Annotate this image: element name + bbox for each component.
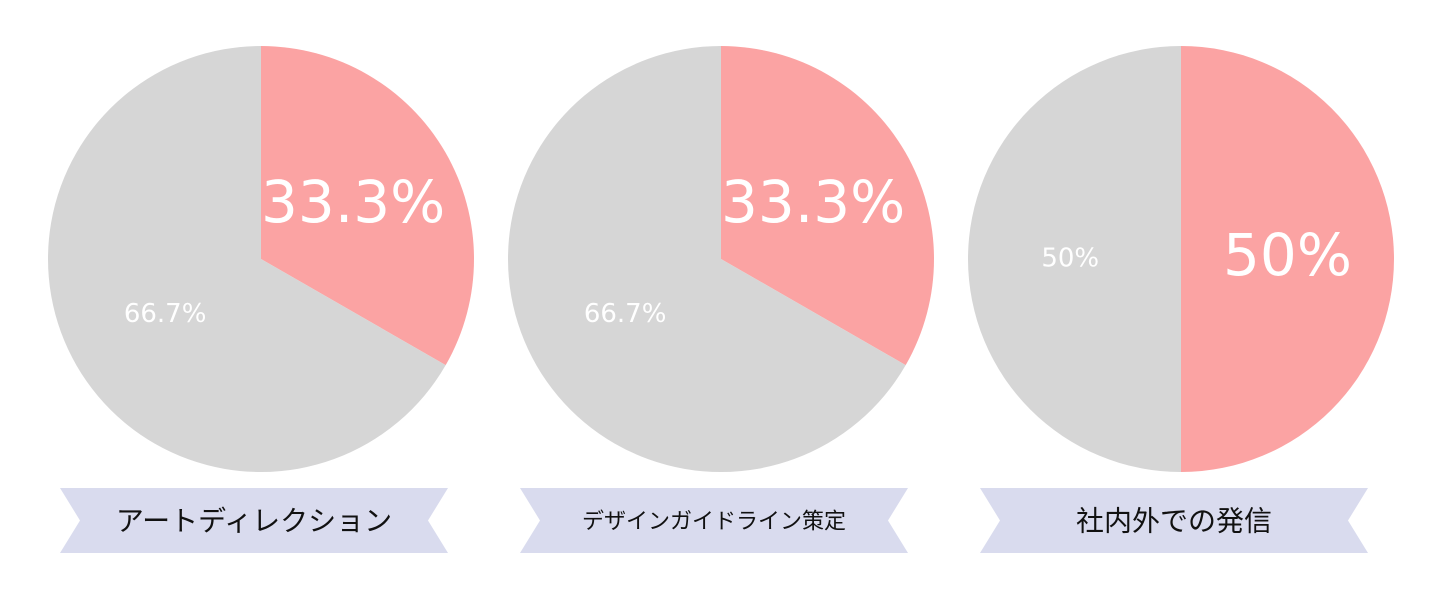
pie-slice [261, 46, 475, 366]
slice-label: 66.7% [124, 299, 207, 329]
pie-slice [721, 46, 934, 366]
slice-label: 33.3% [261, 168, 445, 236]
ribbon [60, 488, 448, 553]
pie-slice [48, 45, 446, 473]
chart-title: アートディレクション [116, 505, 392, 538]
chart-title: デザインガイドライン策定 [582, 510, 846, 535]
chart-title: 社内外での発信 [1076, 505, 1272, 538]
slice-label: 50% [1223, 221, 1352, 289]
ribbon [520, 488, 908, 553]
ribbon [980, 488, 1368, 553]
slice-label: 66.7% [584, 299, 667, 329]
pie-slice [968, 46, 1181, 472]
slice-label: 50% [1041, 244, 1099, 274]
pie-slice [1181, 46, 1394, 472]
slice-label: 33.3% [721, 168, 905, 236]
pie-slice [507, 46, 906, 472]
